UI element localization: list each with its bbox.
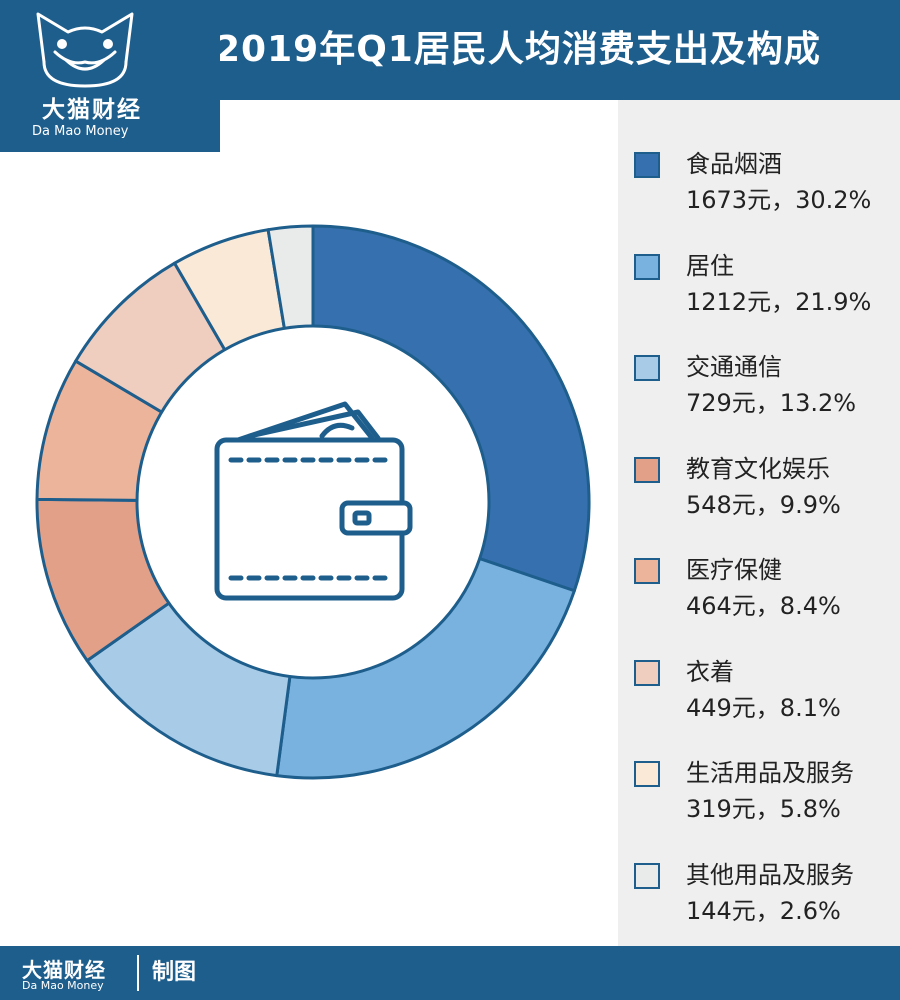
donut-hole [135,324,491,680]
legend-item: 交通通信 729元，13.2% [634,351,894,431]
legend-item: 居住 1212元，21.9% [634,250,894,330]
logo-background [0,0,220,152]
legend-label: 其他用品及服务 [686,860,854,889]
legend-item: 生活用品及服务 319元，5.8% [634,757,894,837]
legend-value: 319元，5.8% [686,795,841,823]
donut-chart [35,224,591,780]
legend-value: 464元，8.4% [686,592,841,620]
legend-value: 144元，2.6% [686,896,841,925]
legend-item: 其他用品及服务 144元，2.6% [634,859,894,939]
legend-swatch [634,355,660,381]
legend-swatch [634,456,660,483]
legend-swatch [634,152,660,178]
legend-label: 教育文化娱乐 [686,454,830,483]
wallet-icon [214,401,413,601]
legend-swatch [634,761,660,787]
legend-swatch [634,558,660,584]
legend-value: 729元，13.2% [686,389,857,417]
legend-label: 衣着 [686,657,734,686]
logo-text-en: Da Mao Money [32,124,129,139]
legend-value: 1673元，30.2% [686,186,872,214]
legend-swatch [634,659,660,686]
logo-badge: 大猫财经 Da Mao Money [0,0,220,152]
cat-logo-icon [36,12,134,88]
footer-bar: 大猫财经 Da Mao Money 制图 [0,946,900,1000]
footer-divider [137,955,139,991]
footer-made-label: 制图 [152,960,197,985]
footer-brand-cn: 大猫财经 [22,958,106,982]
legend-item: 医疗保健 464元，8.4% [634,554,894,634]
footer-brand-en: Da Mao Money [22,979,104,992]
legend-value: 449元，8.1% [686,693,841,722]
page-title: 2019年Q1居民人均消费支出及构成 [215,29,821,70]
legend-label: 医疗保健 [686,556,782,584]
legend-label: 食品烟酒 [686,150,782,178]
legend-item: 食品烟酒 1673元，30.2% [634,148,894,228]
legend-value: 1212元，21.9% [686,287,872,316]
legend-label: 生活用品及服务 [686,759,854,787]
legend-value: 548元，9.9% [686,490,841,519]
legend-swatch [634,862,660,889]
legend-swatch [634,253,660,280]
logo-text-cn: 大猫财经 [42,97,142,123]
legend-item: 衣着 449元，8.1% [634,656,894,736]
legend-item: 教育文化娱乐 548元，9.9% [634,453,894,533]
legend-label: 交通通信 [686,353,782,381]
legend-label: 居住 [686,251,734,280]
legend-panel: 食品烟酒 1673元，30.2% 居住 1212元，21.9% 交通通信 729元，13.… [618,100,900,946]
